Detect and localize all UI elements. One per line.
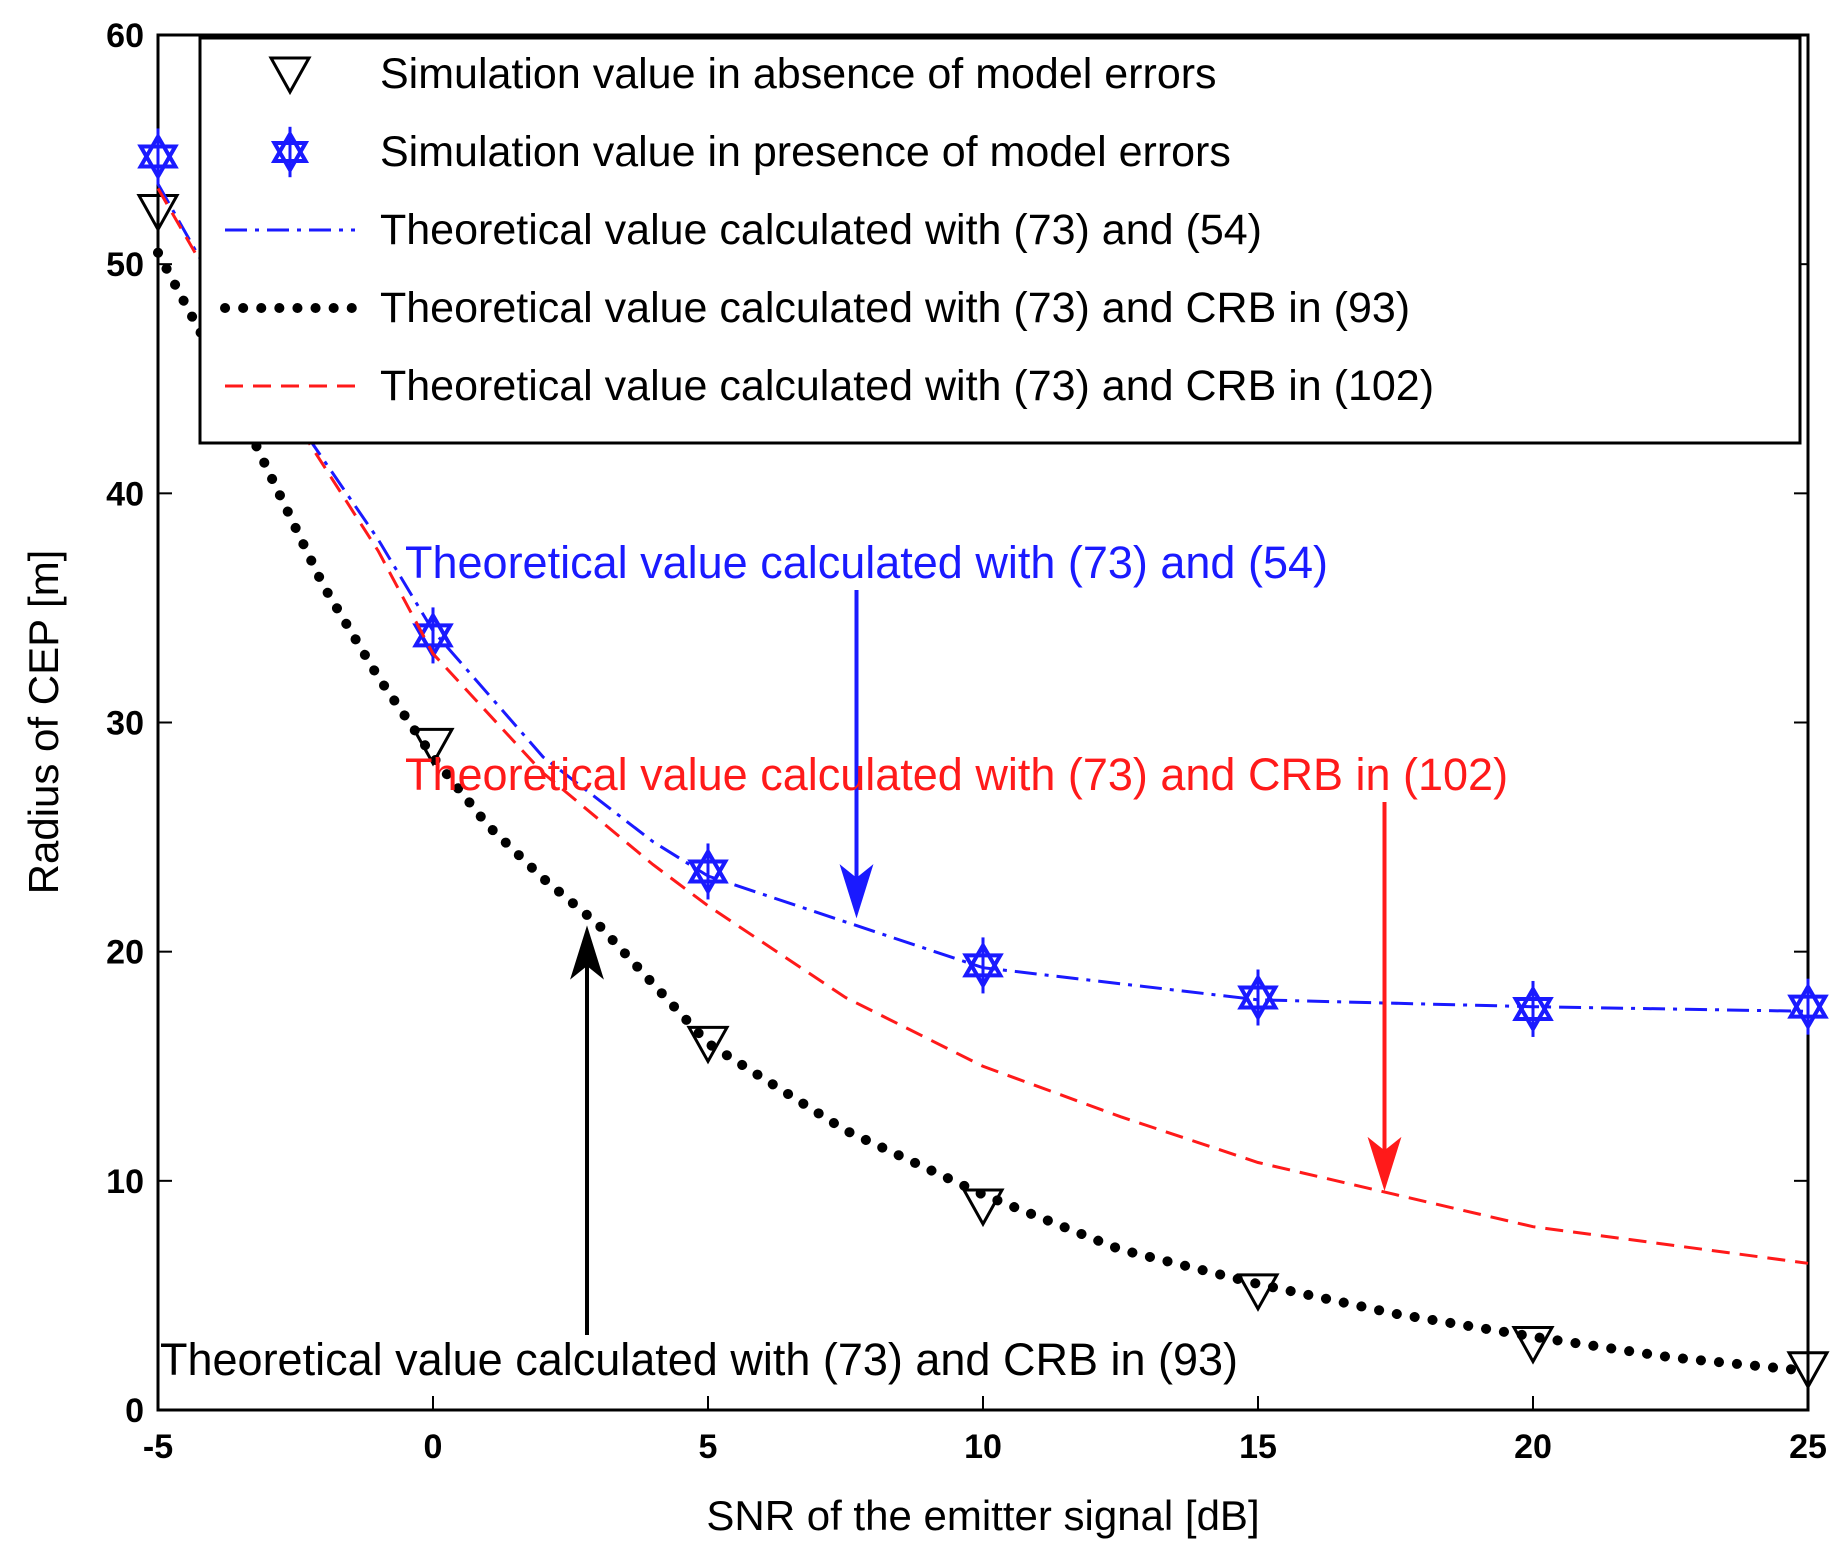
star-marker	[1512, 980, 1554, 1037]
series-2	[156, 183, 1809, 1013]
star-marker	[962, 937, 1004, 994]
series-line-dashed	[156, 187, 1809, 1265]
x-tick-label: 10	[964, 1428, 1002, 1466]
x-axis-label: SNR of the emitter signal [dB]	[706, 1492, 1259, 1539]
series-3	[153, 247, 1813, 1376]
annotation-text: Theoretical value calculated with (73) a…	[160, 1334, 1238, 1385]
x-tick-label: 20	[1514, 1428, 1552, 1466]
annotation-layer: Theoretical value calculated with (73) a…	[160, 537, 1508, 1385]
y-tick-label: 10	[106, 1163, 144, 1201]
series-line-dashdot	[156, 183, 1809, 1013]
triangle-marker	[686, 1025, 730, 1065]
legend-label: Theoretical value calculated with (73) a…	[380, 284, 1410, 332]
series-line-dotted	[153, 247, 1813, 1376]
star-marker	[687, 843, 729, 900]
x-tick-label: 5	[699, 1428, 718, 1466]
annotation-arrow-head	[839, 864, 874, 919]
star-marker	[1237, 969, 1279, 1026]
triangle-marker	[1786, 1351, 1830, 1390]
x-tick-label: 25	[1789, 1428, 1827, 1466]
x-tick-label: 15	[1239, 1428, 1277, 1466]
series-1	[137, 128, 1829, 1037]
y-tick-label: 40	[106, 475, 144, 513]
star-marker	[137, 128, 179, 185]
legend-box	[198, 36, 1802, 445]
y-tick-label: 50	[106, 246, 144, 284]
star-marker	[270, 126, 310, 178]
triangle-marker	[1236, 1273, 1280, 1312]
annotation-text: Theoretical value calculated with (73) a…	[405, 749, 1508, 800]
annotation-0: Theoretical value calculated with (73) a…	[405, 537, 1328, 919]
legend-item: Theoretical value calculated with (73) a…	[220, 284, 1410, 332]
x-tick-label: -5	[143, 1428, 173, 1466]
y-tick-label: 20	[106, 934, 144, 972]
y-axis-ticks: 0 10 20 30 40 50 60	[106, 17, 1808, 1430]
y-tick-label: 0	[125, 1392, 144, 1430]
legend-label: Theoretical value calculated with (73) a…	[380, 206, 1262, 254]
legend-label: Simulation value in presence of model er…	[380, 128, 1231, 176]
legend-item: Theoretical value calculated with (73) a…	[225, 206, 1262, 254]
annotation-text: Theoretical value calculated with (73) a…	[405, 537, 1328, 588]
triangle-marker	[268, 56, 312, 96]
legend-label: Theoretical value calculated with (73) a…	[380, 362, 1434, 410]
legend-item: Simulation value in presence of model er…	[270, 126, 1231, 178]
y-axis-label: Radius of CEP [m]	[20, 550, 67, 895]
annotation-2: Theoretical value calculated with (73) a…	[160, 925, 1238, 1385]
series-layer	[136, 128, 1830, 1390]
triangle-marker	[136, 193, 180, 233]
legend-item: Simulation value in absence of model err…	[268, 50, 1217, 98]
annotation-1: Theoretical value calculated with (73) a…	[405, 749, 1508, 1192]
legend-label: Simulation value in absence of model err…	[380, 50, 1217, 98]
legend-item: Theoretical value calculated with (73) a…	[225, 362, 1434, 410]
y-tick-label: 30	[106, 705, 144, 743]
series-4	[156, 187, 1809, 1265]
legend: Simulation value in absence of model err…	[198, 36, 1802, 445]
triangle-marker	[1511, 1326, 1555, 1365]
x-tick-label: 0	[424, 1428, 443, 1466]
y-tick-label: 60	[106, 17, 144, 55]
annotation-arrow-head	[1367, 1136, 1402, 1192]
annotation-arrow-head	[570, 925, 604, 980]
